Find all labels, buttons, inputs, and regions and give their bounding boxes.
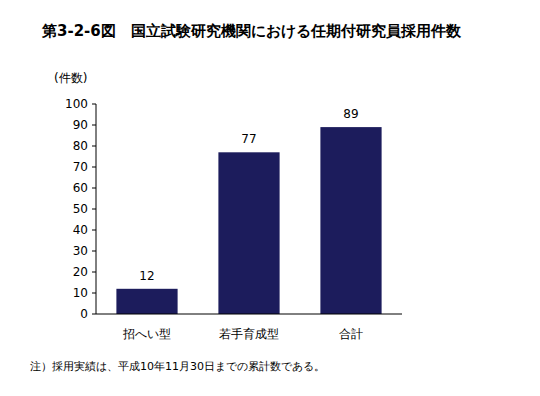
y-tick: [92, 314, 96, 315]
x-tick-label: 招へい型: [122, 327, 171, 341]
y-tick-label: 40: [73, 223, 88, 237]
x-tick-label: 若手育成型: [219, 327, 279, 341]
y-tick-label: 100: [65, 97, 88, 111]
y-tick-label: 80: [73, 139, 88, 153]
x-tick-label: 合計: [339, 327, 363, 341]
y-tick: [92, 230, 96, 231]
y-tick: [92, 188, 96, 189]
y-tick-label: 50: [73, 202, 88, 216]
y-tick-label: 0: [80, 307, 88, 321]
title: 第3-2-6図 国立試験研究機関における任期付研究員採用件数: [41, 22, 462, 40]
annotation: 注）採用実績は、平成10年11月30日までの累計数である。: [30, 360, 325, 373]
bar: [116, 289, 177, 314]
y-tick: [92, 146, 96, 147]
data-label: 77: [241, 132, 256, 146]
y-tick-label: 90: [73, 118, 88, 132]
y-tick: [92, 251, 96, 252]
y-axis-label: (件数): [54, 71, 87, 85]
y-tick: [92, 209, 96, 210]
y-tick-label: 20: [73, 265, 88, 279]
bar: [320, 127, 381, 314]
bars: [116, 127, 381, 314]
y-tick-label: 60: [73, 181, 88, 195]
y-tick-label: 70: [73, 160, 88, 174]
data-label: 89: [343, 107, 358, 121]
chart: 第3-2-6図 国立試験研究機関における任期付研究員採用件数 (件数) 12 77 89…: [0, 0, 540, 396]
x-axis: [96, 314, 402, 315]
y-tick: [92, 104, 96, 105]
y-tick: [92, 125, 96, 126]
y-tick: [92, 272, 96, 273]
bar: [218, 152, 279, 314]
y-tick-label: 30: [73, 244, 88, 258]
data-label: 12: [139, 269, 154, 283]
y-tick: [92, 167, 96, 168]
y-tick: [92, 293, 96, 294]
y-tick-label: 10: [73, 286, 88, 300]
